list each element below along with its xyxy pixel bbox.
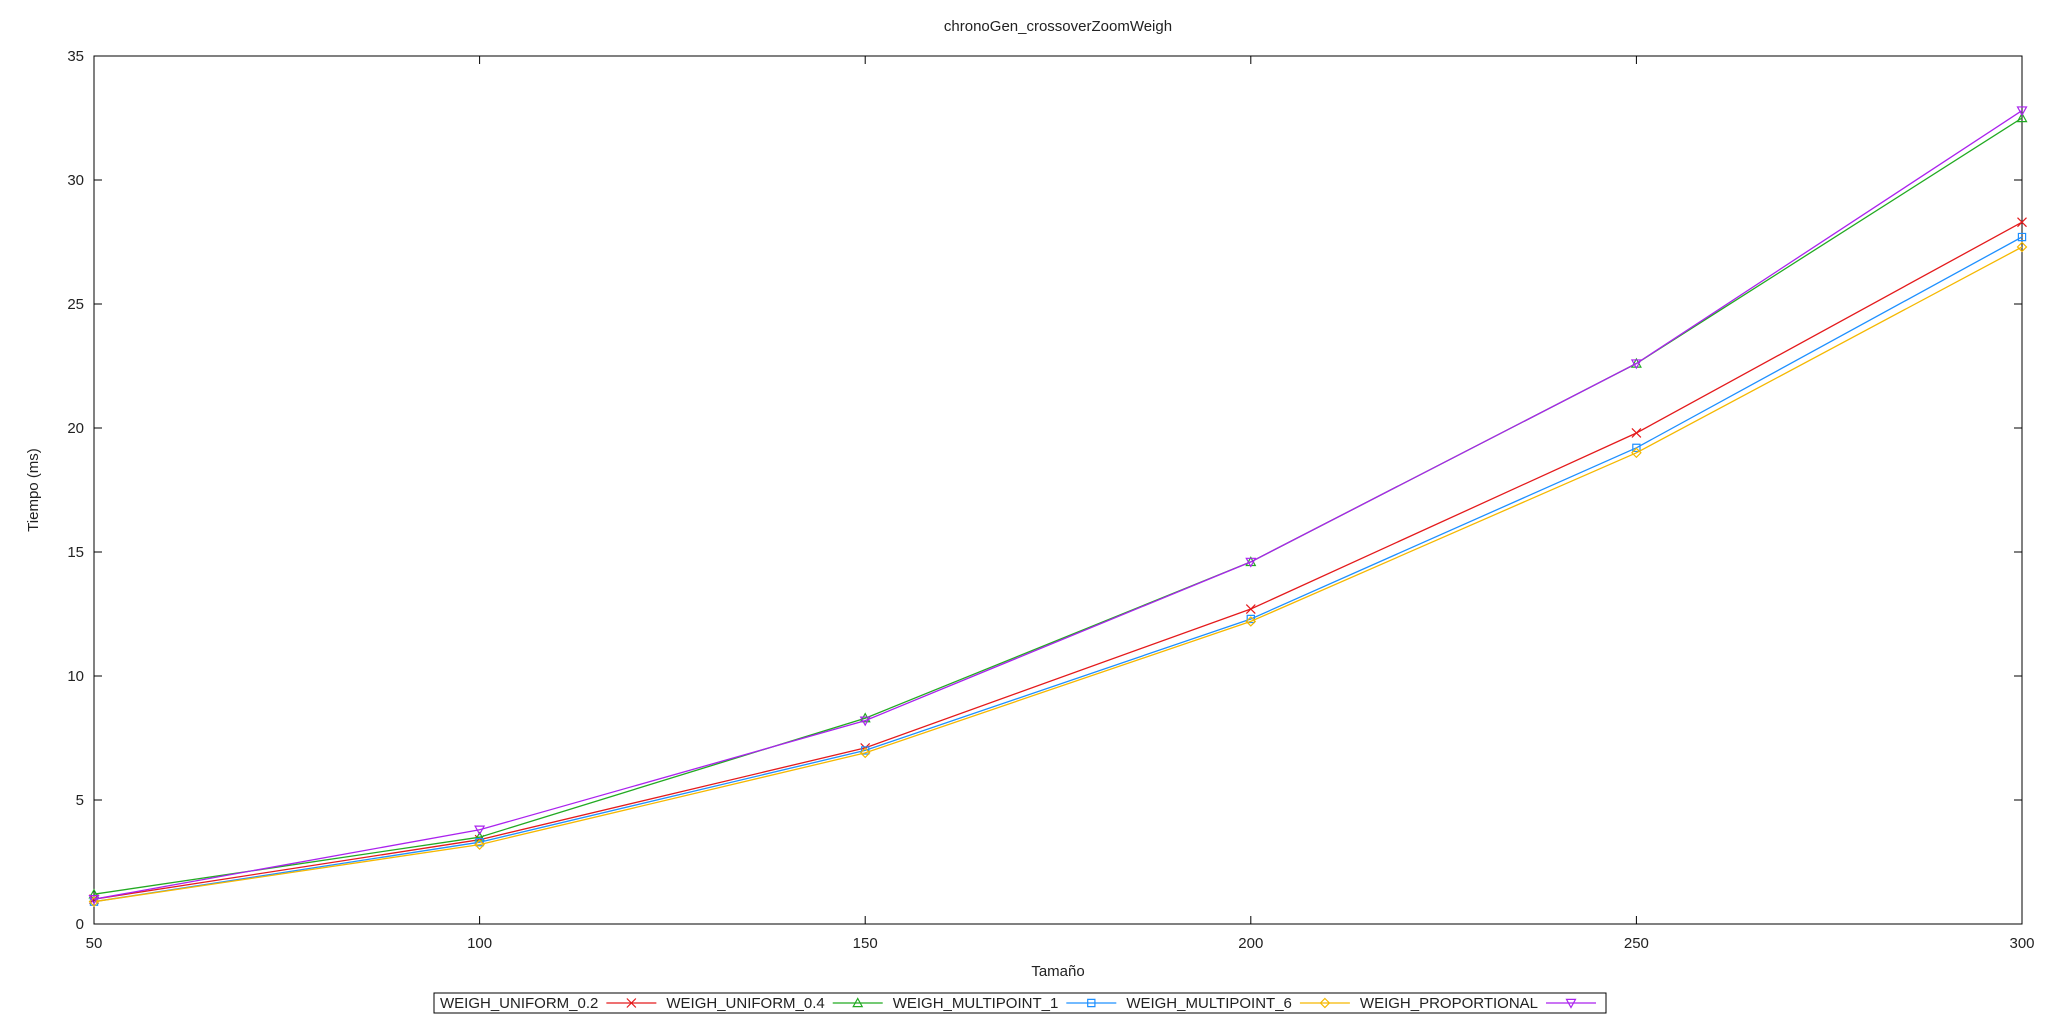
- chart-title: chronoGen_crossoverZoomWeigh: [944, 18, 1172, 35]
- series-line: [93, 110, 2023, 900]
- x-axis: 50 100 150 200 250 300: [86, 56, 2035, 952]
- y-tick-label: 20: [67, 420, 84, 437]
- series-line: [93, 236, 2023, 903]
- y-tick-label: 5: [76, 792, 84, 809]
- series-line: [93, 221, 2023, 900]
- data-point-marker: [2016, 106, 2028, 117]
- y-tick-label: 15: [67, 544, 84, 561]
- data-point-marker: [859, 716, 871, 727]
- data-point-marker: [859, 712, 871, 723]
- legend: WEIGH_UNIFORM_0.2 WEIGH_UNIFORM_0.4 WEIGH_…: [433, 992, 1607, 1014]
- series-line: [93, 246, 2023, 903]
- x-tick-label: 300: [2009, 935, 2034, 952]
- y-tick-label: 25: [67, 296, 84, 313]
- y-tick-label: 30: [67, 172, 84, 189]
- series-2: [88, 112, 2028, 899]
- series-1: [89, 217, 2027, 905]
- data-point-marker: [1245, 557, 1257, 568]
- series-4: [88, 241, 2028, 908]
- series-3: [89, 232, 2027, 906]
- legend-label: WEIGH_PROPORTIONAL: [1360, 995, 1538, 1012]
- data-point-marker: [1245, 604, 1256, 614]
- y-axis: 0 5 10 15 20 25 30 35: [67, 48, 2022, 933]
- data-point-marker: [474, 825, 486, 836]
- data-point-marker: [88, 895, 100, 905]
- legend-marker: [1565, 998, 1577, 1009]
- data-point-marker: [88, 896, 100, 908]
- legend-label: WEIGH_UNIFORM_0.4: [666, 995, 824, 1012]
- x-tick-label: 200: [1238, 935, 1263, 952]
- data-point-marker: [2017, 217, 2027, 228]
- data-point-marker: [1245, 616, 1257, 627]
- legend-box: [433, 992, 1607, 1014]
- y-axis-label: Tiempo (ms): [25, 448, 42, 532]
- y-tick-label: 0: [76, 916, 84, 933]
- data-point-marker: [1630, 359, 1642, 370]
- data-point-marker: [1631, 428, 1642, 438]
- x-tick-label: 50: [86, 935, 103, 952]
- data-point-marker: [1631, 447, 1642, 459]
- series-layer: [88, 106, 2028, 908]
- data-point-marker: [2016, 241, 2028, 253]
- data-point-marker: [474, 839, 485, 850]
- y-tick-label: 10: [67, 668, 84, 685]
- x-tick-label: 150: [853, 935, 878, 952]
- data-point-marker: [2017, 232, 2027, 242]
- legend-label: WEIGH_MULTIPOINT_6: [1126, 995, 1292, 1012]
- legend-marker: [626, 998, 637, 1008]
- series-5: [88, 106, 2028, 905]
- x-axis-label: Tamaño: [1031, 963, 1084, 980]
- series-line: [93, 117, 2023, 895]
- legend-label: WEIGH_MULTIPOINT_1: [893, 995, 1059, 1012]
- legend-marker: [1319, 997, 1331, 1009]
- data-point-marker: [2016, 112, 2028, 123]
- legend-marker: [852, 997, 864, 1008]
- x-tick-label: 100: [467, 935, 492, 952]
- legend-label: WEIGH_UNIFORM_0.2: [440, 995, 598, 1012]
- x-tick-label: 250: [1624, 935, 1649, 952]
- plot-frame: [93, 55, 2023, 925]
- data-point-marker: [859, 747, 871, 759]
- y-tick-label: 35: [67, 48, 84, 65]
- legend-marker: [1087, 998, 1096, 1008]
